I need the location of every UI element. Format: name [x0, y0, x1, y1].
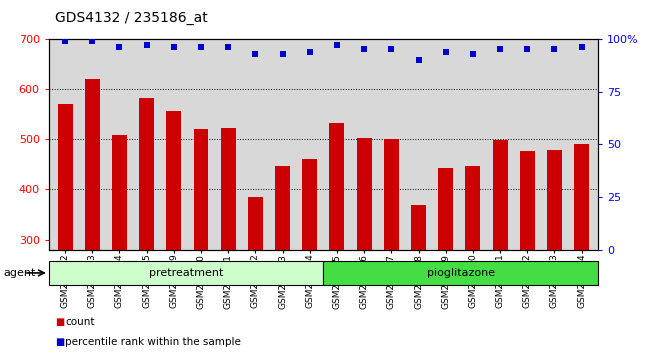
- Text: agent: agent: [3, 268, 36, 278]
- Point: [223, 45, 233, 50]
- Point: [168, 45, 179, 50]
- Point: [278, 51, 288, 57]
- Point: [87, 38, 98, 44]
- Bar: [324, 261, 598, 285]
- Text: pioglitazone: pioglitazone: [426, 268, 495, 278]
- Text: ■: ■: [55, 337, 64, 347]
- Bar: [194, 129, 209, 250]
- Bar: [302, 159, 317, 250]
- Point: [577, 45, 587, 50]
- Point: [495, 47, 505, 52]
- Bar: [166, 111, 181, 250]
- Bar: [248, 197, 263, 250]
- Bar: [438, 168, 453, 250]
- Bar: [275, 166, 290, 250]
- Bar: [493, 140, 508, 250]
- Point: [522, 47, 532, 52]
- Point: [305, 49, 315, 55]
- Point: [413, 57, 424, 63]
- Point: [142, 42, 152, 48]
- Point: [386, 47, 396, 52]
- Bar: [58, 104, 73, 250]
- Point: [60, 38, 70, 44]
- Point: [332, 42, 342, 48]
- Bar: [139, 98, 154, 250]
- Bar: [411, 205, 426, 250]
- Point: [250, 51, 261, 57]
- Text: GDS4132 / 235186_at: GDS4132 / 235186_at: [55, 11, 208, 25]
- Text: count: count: [65, 317, 94, 327]
- Point: [441, 49, 451, 55]
- Point: [549, 47, 560, 52]
- Bar: [49, 261, 324, 285]
- Bar: [84, 79, 99, 250]
- Point: [196, 45, 206, 50]
- Point: [468, 51, 478, 57]
- Bar: [465, 166, 480, 250]
- Bar: [574, 144, 589, 250]
- Bar: [520, 151, 535, 250]
- Point: [114, 45, 125, 50]
- Text: percentile rank within the sample: percentile rank within the sample: [65, 337, 241, 347]
- Bar: [330, 123, 344, 250]
- Point: [359, 47, 369, 52]
- Bar: [112, 135, 127, 250]
- Bar: [357, 138, 372, 250]
- Text: ■: ■: [55, 317, 64, 327]
- Bar: [221, 128, 236, 250]
- Bar: [384, 139, 399, 250]
- Bar: [547, 150, 562, 250]
- Text: pretreatment: pretreatment: [149, 268, 223, 278]
